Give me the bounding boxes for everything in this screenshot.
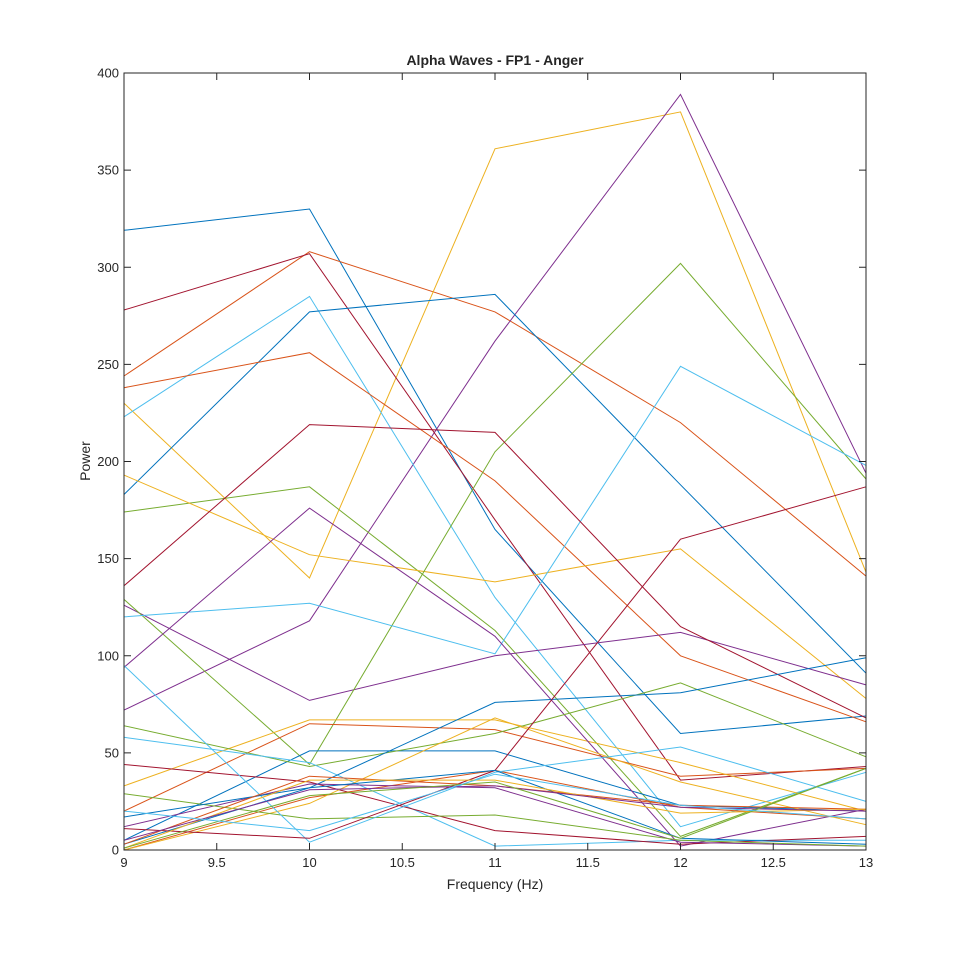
x-axis: 9 9.5 10 10.5 11 11.5 12 12.5 13 bbox=[120, 73, 873, 870]
x-tick-label: 12.5 bbox=[761, 855, 786, 870]
series-line-15 bbox=[123, 750, 867, 841]
y-tick-label: 150 bbox=[97, 551, 119, 566]
x-tick-label: 11.5 bbox=[576, 855, 600, 870]
y-axis: 0 50 100 150 200 250 300 350 400 bbox=[97, 66, 866, 858]
chart-title: Alpha Waves - FP1 - Anger bbox=[406, 52, 584, 68]
x-tick-label: 9.5 bbox=[208, 855, 226, 870]
series-line-26 bbox=[123, 793, 867, 847]
series-line-2 bbox=[123, 251, 867, 577]
series-line-27 bbox=[123, 665, 867, 843]
series-line-11 bbox=[123, 604, 867, 701]
series-line-7 bbox=[123, 253, 867, 781]
series-line-31 bbox=[123, 779, 867, 849]
x-tick-label: 13 bbox=[859, 855, 873, 870]
series-line-24 bbox=[123, 717, 867, 851]
series-layer bbox=[123, 93, 867, 851]
y-tick-label: 50 bbox=[105, 745, 119, 760]
series-line-13 bbox=[123, 365, 867, 655]
y-tick-label: 300 bbox=[97, 260, 119, 275]
series-line-29 bbox=[123, 769, 867, 845]
x-tick-label: 12 bbox=[673, 855, 687, 870]
y-tick-label: 250 bbox=[97, 357, 119, 372]
x-axis-label: Frequency (Hz) bbox=[447, 876, 543, 892]
x-tick-label: 9 bbox=[120, 855, 127, 870]
x-tick-label: 10 bbox=[302, 855, 316, 870]
series-line-6 bbox=[123, 295, 867, 828]
y-tick-label: 100 bbox=[97, 648, 119, 663]
x-tick-label: 10.5 bbox=[390, 855, 415, 870]
series-line-34 bbox=[123, 773, 867, 832]
series-line-3 bbox=[123, 111, 867, 579]
series-line-19 bbox=[123, 682, 867, 768]
series-line-21 bbox=[123, 764, 867, 845]
y-tick-label: 200 bbox=[97, 454, 119, 469]
series-line-4 bbox=[123, 93, 867, 711]
series-line-25 bbox=[123, 783, 867, 847]
series-line-8 bbox=[123, 293, 867, 674]
y-tick-label: 400 bbox=[97, 66, 119, 81]
series-line-17 bbox=[123, 719, 867, 812]
series-line-20 bbox=[123, 736, 866, 847]
series-line-10 bbox=[123, 474, 867, 699]
series-line-32 bbox=[123, 785, 867, 841]
y-tick-label: 350 bbox=[97, 163, 119, 178]
series-line-1 bbox=[123, 208, 867, 735]
series-line-12 bbox=[123, 262, 867, 766]
y-tick-label: 0 bbox=[112, 843, 119, 858]
series-line-5 bbox=[123, 486, 867, 837]
y-axis-label: Power bbox=[77, 441, 93, 481]
series-line-9 bbox=[123, 352, 867, 723]
x-tick-label: 11 bbox=[488, 855, 502, 870]
series-line-16 bbox=[123, 723, 867, 812]
series-line-14 bbox=[123, 424, 867, 719]
series-line-33 bbox=[123, 767, 867, 849]
series-line-18 bbox=[123, 507, 867, 847]
